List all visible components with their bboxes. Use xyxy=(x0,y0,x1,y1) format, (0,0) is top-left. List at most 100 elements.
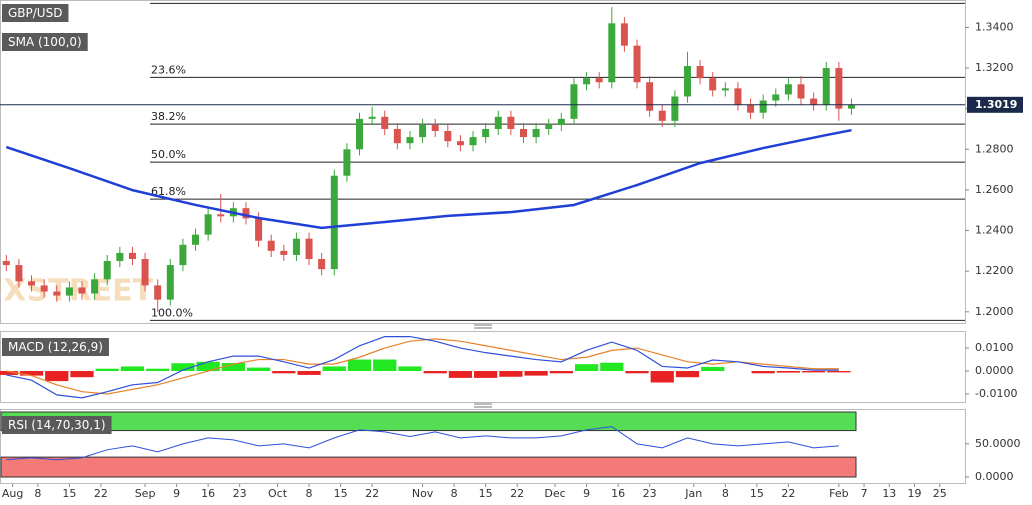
x-tick-label: Dec xyxy=(544,487,565,500)
candle-body xyxy=(330,175,338,270)
candle-body xyxy=(368,116,376,119)
overbought-zone xyxy=(0,411,857,432)
y-tick-label: 50.0000 xyxy=(975,437,1021,450)
x-tick-label: 15 xyxy=(750,487,764,500)
watermark: FXSTREET xyxy=(0,274,154,309)
candle-body xyxy=(444,131,452,142)
candle-body xyxy=(507,116,515,129)
candle-body xyxy=(583,78,591,85)
candle-body xyxy=(545,124,553,129)
histogram-bar xyxy=(574,364,599,372)
histogram-bar xyxy=(196,361,220,372)
y-tick-label: 0.0000 xyxy=(975,364,1014,377)
x-tick-label: 8 xyxy=(451,487,458,500)
y-tick-label: 1.2400 xyxy=(975,224,1014,237)
histogram-bar xyxy=(751,371,775,374)
candle-body xyxy=(658,110,666,121)
histogram-bar xyxy=(776,371,801,373)
x-tick-label: Feb xyxy=(829,487,848,500)
candle-body xyxy=(280,250,288,255)
last-price-label: 1.3019 xyxy=(975,98,1017,111)
sma-line xyxy=(5,128,852,230)
candle-body xyxy=(393,128,401,144)
histogram-bar xyxy=(70,371,94,378)
histogram-bar xyxy=(827,371,851,373)
candle-body xyxy=(406,137,414,144)
signal-line xyxy=(6,338,839,395)
candle-body xyxy=(747,104,755,113)
indicator-label-box xyxy=(2,416,112,434)
x-tick-label: 22 xyxy=(510,487,524,500)
rsi-pane xyxy=(0,409,966,484)
candle-body xyxy=(671,96,679,121)
candle-body xyxy=(519,128,527,138)
indicator-label: MACD (12,26,9) xyxy=(8,340,103,354)
x-tick-label: 16 xyxy=(201,487,215,500)
candle-body xyxy=(2,261,10,266)
candle-body xyxy=(267,240,275,251)
x-tick-label: 8 xyxy=(34,487,41,500)
candle-body xyxy=(456,141,464,146)
candle-body xyxy=(734,88,742,105)
candle-body xyxy=(103,261,111,280)
candle-body xyxy=(772,94,780,101)
candle-body xyxy=(204,214,212,235)
x-tick-label: 13 xyxy=(882,487,896,500)
fib-label: 38.2% xyxy=(151,110,186,123)
x-tick-label: 8 xyxy=(722,487,729,500)
candle-body xyxy=(494,116,502,129)
x-tick-label: Jan xyxy=(684,487,702,500)
histogram-bar xyxy=(95,368,119,372)
candle-body xyxy=(356,118,364,150)
legend-label-box xyxy=(2,33,88,51)
y-tick-label: 1.2600 xyxy=(975,183,1014,196)
histogram-bar xyxy=(650,371,674,383)
x-tick-label: 23 xyxy=(643,487,657,500)
candle-body xyxy=(166,265,174,300)
candle-body xyxy=(318,259,326,270)
candle-body xyxy=(595,78,603,83)
candle-body xyxy=(154,285,162,300)
candle-body xyxy=(646,82,654,111)
candle-body xyxy=(116,252,124,262)
oversold-zone xyxy=(0,456,857,478)
candle-body xyxy=(305,238,313,260)
candle-body xyxy=(15,265,23,282)
x-tick-label: 22 xyxy=(94,487,108,500)
candle-body xyxy=(381,116,389,129)
histogram-bar xyxy=(45,371,69,382)
symbol-label-box xyxy=(2,4,69,22)
candle-body xyxy=(721,88,729,91)
pane-handles[interactable] xyxy=(474,324,492,408)
candle-body xyxy=(608,23,616,83)
histogram-bar xyxy=(423,371,447,374)
candle-body xyxy=(292,238,300,255)
histogram-bar xyxy=(272,371,296,374)
y-tick-label: 1.2800 xyxy=(975,142,1014,155)
histogram-bar xyxy=(146,368,170,372)
candle-body xyxy=(255,218,263,241)
main-pane xyxy=(0,0,966,324)
last-price-box xyxy=(967,96,1023,113)
candle-body xyxy=(797,84,805,99)
macd-line xyxy=(6,335,839,399)
x-tick-label: 22 xyxy=(365,487,379,500)
histogram-bar xyxy=(448,371,473,378)
histogram-bar xyxy=(701,366,725,372)
x-tick-label: 7 xyxy=(861,487,868,500)
x-tick-label: 25 xyxy=(933,487,947,500)
candle-body xyxy=(835,68,843,109)
candle-body xyxy=(570,84,578,119)
fib-label: 50.0% xyxy=(151,148,186,161)
fib-label: 100.0% xyxy=(151,306,193,319)
candle-body xyxy=(179,244,187,266)
candle-body xyxy=(192,234,200,245)
histogram-bar xyxy=(373,359,397,372)
symbol-label: GBP/USD xyxy=(8,6,62,20)
histogram-bar xyxy=(347,359,372,372)
candle-body xyxy=(620,23,628,46)
legend-label: SMA (100,0) xyxy=(8,35,82,49)
histogram-bar xyxy=(246,367,271,372)
x-tick-label: Aug xyxy=(2,487,23,500)
